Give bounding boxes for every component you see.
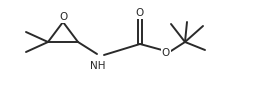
Text: NH: NH xyxy=(90,61,106,71)
Text: O: O xyxy=(59,12,67,22)
Text: O: O xyxy=(162,48,170,58)
Text: O: O xyxy=(136,8,144,18)
